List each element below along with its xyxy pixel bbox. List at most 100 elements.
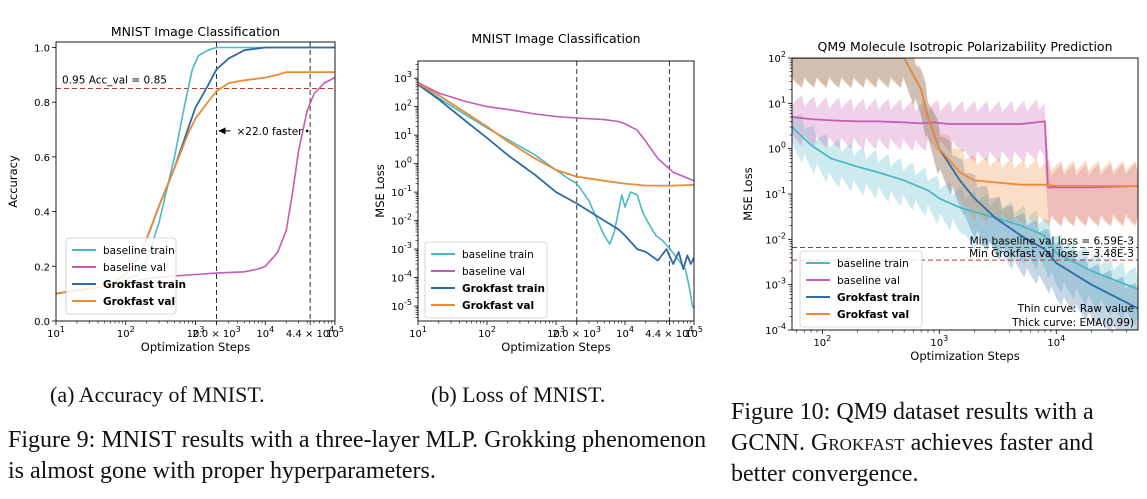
figure-9-caption: Figure 9: MNIST results with a three-lay…	[8, 427, 707, 484]
y-axis-label: MSE Loss	[741, 167, 755, 220]
x-tick-label: 103	[187, 325, 205, 340]
y-tick-label: 10-2	[765, 231, 786, 246]
plot-area	[418, 61, 694, 321]
x-tick-label: 103	[930, 334, 948, 349]
y-tick-label: 10-5	[391, 298, 412, 313]
y-tick-label: 102	[394, 99, 412, 114]
x-tick-label: 103	[547, 325, 565, 340]
legend-entry: baseline val	[837, 275, 900, 287]
y-tick-label: 10-4	[765, 322, 786, 337]
y-tick-label: 0.4	[34, 208, 50, 219]
curve-note: Thick curve: EMA(0.99)	[1011, 317, 1134, 329]
x-tick-label: 102	[478, 325, 496, 340]
y-axis-label: MSE Loss	[373, 164, 387, 217]
x-tick-label: 105	[685, 325, 703, 340]
x-tick-label: 101	[47, 325, 65, 340]
y-tick-label: 0.6	[34, 153, 50, 164]
legend-entry: baseline train	[837, 258, 909, 270]
subcaption-b: (b) Loss of MNIST.	[431, 382, 606, 407]
axes-frame	[791, 57, 1139, 331]
legend-entry: Grokfast val	[837, 309, 909, 321]
x-axis-label: Optimization Steps	[910, 349, 1019, 363]
min-loss-label: Min baseline val loss = 6.59E-3	[970, 236, 1134, 248]
x-tick-label: 105	[326, 325, 344, 340]
x-tick-label: 102	[813, 334, 831, 349]
y-tick-label: 101	[394, 127, 412, 142]
subcaption-a: (a) Accuracy of MNIST.	[50, 382, 265, 407]
legend: baseline train baseline val Grokfast train…	[799, 250, 923, 328]
min-loss-label: Min Grokfast val loss = 3.48E-3	[969, 248, 1134, 260]
x-minor-ticks	[789, 59, 1127, 333]
x-tick-label: 101	[409, 325, 427, 340]
y-tick-label: 10-3	[391, 241, 412, 256]
legend-box	[424, 241, 548, 319]
y-tick-label: 102	[768, 50, 786, 65]
threshold-label: 0.95 Acc_val = 0.85	[62, 75, 167, 87]
legend-entry: Grokfast train	[837, 292, 920, 304]
raw-curve-band	[792, 114, 1138, 326]
series-line	[418, 81, 694, 182]
speedup-arrowhead	[218, 127, 226, 135]
figure-10-caption-start: Figure 10: QM9 dataset results with a GC…	[731, 399, 1094, 456]
chart-panel-c: 102 103 104 10-4 10-3 10-2 10-1 100 101 102 QM9 Mo…	[741, 39, 1139, 363]
x-tick-label: 102	[117, 325, 135, 340]
legend-entry: baseline val	[103, 262, 166, 274]
series-line	[792, 116, 1138, 189]
x-tick-label: 4.4 × 104	[286, 325, 334, 340]
y-tick-label: 100	[394, 156, 412, 171]
x-axis-label: Optimization Steps	[501, 340, 610, 354]
legend-entry: Grokfast train	[103, 279, 186, 291]
y-tick-label: 0.2	[34, 262, 50, 273]
x-tick-label: 4.4 × 104	[645, 325, 693, 340]
legend: baseline train baseline val Grokfast train…	[424, 241, 548, 319]
y-tick-label: 0.0	[34, 317, 50, 328]
legend-entry: baseline train	[103, 245, 175, 257]
plot-area	[792, 58, 1138, 330]
series-line	[792, 126, 1138, 290]
figure-10-caption: Figure 10: QM9 dataset results with a GC…	[731, 397, 1145, 490]
y-tick-label: 1.0	[34, 43, 50, 54]
x-tick-label: 104	[616, 325, 634, 340]
x-axis-label: Optimization Steps	[141, 340, 250, 354]
series-line	[418, 82, 694, 187]
figure-10-caption-method: Grokfast	[811, 430, 905, 456]
speedup-end	[305, 129, 309, 133]
y-tick-label: 0.8	[34, 98, 50, 109]
y-tick-label: 10-1	[391, 184, 412, 199]
curve-note: Thin curve: Raw value	[1017, 303, 1134, 315]
legend-entry: baseline train	[462, 249, 534, 261]
y-tick-label: 103	[394, 70, 412, 85]
x-tick-label: 2.0 × 103	[553, 325, 601, 340]
series-line	[792, 58, 1138, 187]
y-tick-label: 10-3	[765, 277, 786, 292]
speedup-label: ×22.0 faster	[236, 126, 303, 138]
series-line	[418, 83, 694, 310]
legend-box	[65, 237, 177, 315]
x-tick-label: 104	[256, 325, 274, 340]
axes-frame	[417, 60, 695, 322]
y-tick-label: 100	[768, 141, 786, 156]
y-tick-label: 10-1	[765, 186, 786, 201]
x-tick-label: 2.0 × 103	[192, 325, 240, 340]
figure-10-caption-end: achieves faster and better convergence.	[731, 430, 1094, 487]
raw-curve-band	[792, 58, 1138, 330]
chart-title: MNIST Image Classification	[111, 24, 280, 39]
legend-entry: Grokfast val	[462, 300, 534, 312]
x-tick-label: 104	[1047, 334, 1065, 349]
chart-title: QM9 Molecule Isotropic Polarizability Pr…	[817, 39, 1112, 54]
y-axis-label: Accuracy	[6, 155, 20, 208]
raw-curve-band	[792, 95, 1138, 226]
legend-entry: baseline val	[462, 266, 525, 278]
y-tick-label: 10-4	[391, 270, 412, 285]
legend-entry: Grokfast train	[462, 283, 545, 295]
y-tick-label: 10-2	[391, 213, 412, 228]
legend: baseline train baseline val Grokfast train…	[65, 237, 186, 315]
chart-title: MNIST Image Classification	[471, 31, 640, 46]
series-line	[418, 83, 694, 270]
y-tick-label: 101	[768, 95, 786, 110]
axes-frame	[55, 41, 336, 322]
legend-box	[799, 250, 923, 328]
